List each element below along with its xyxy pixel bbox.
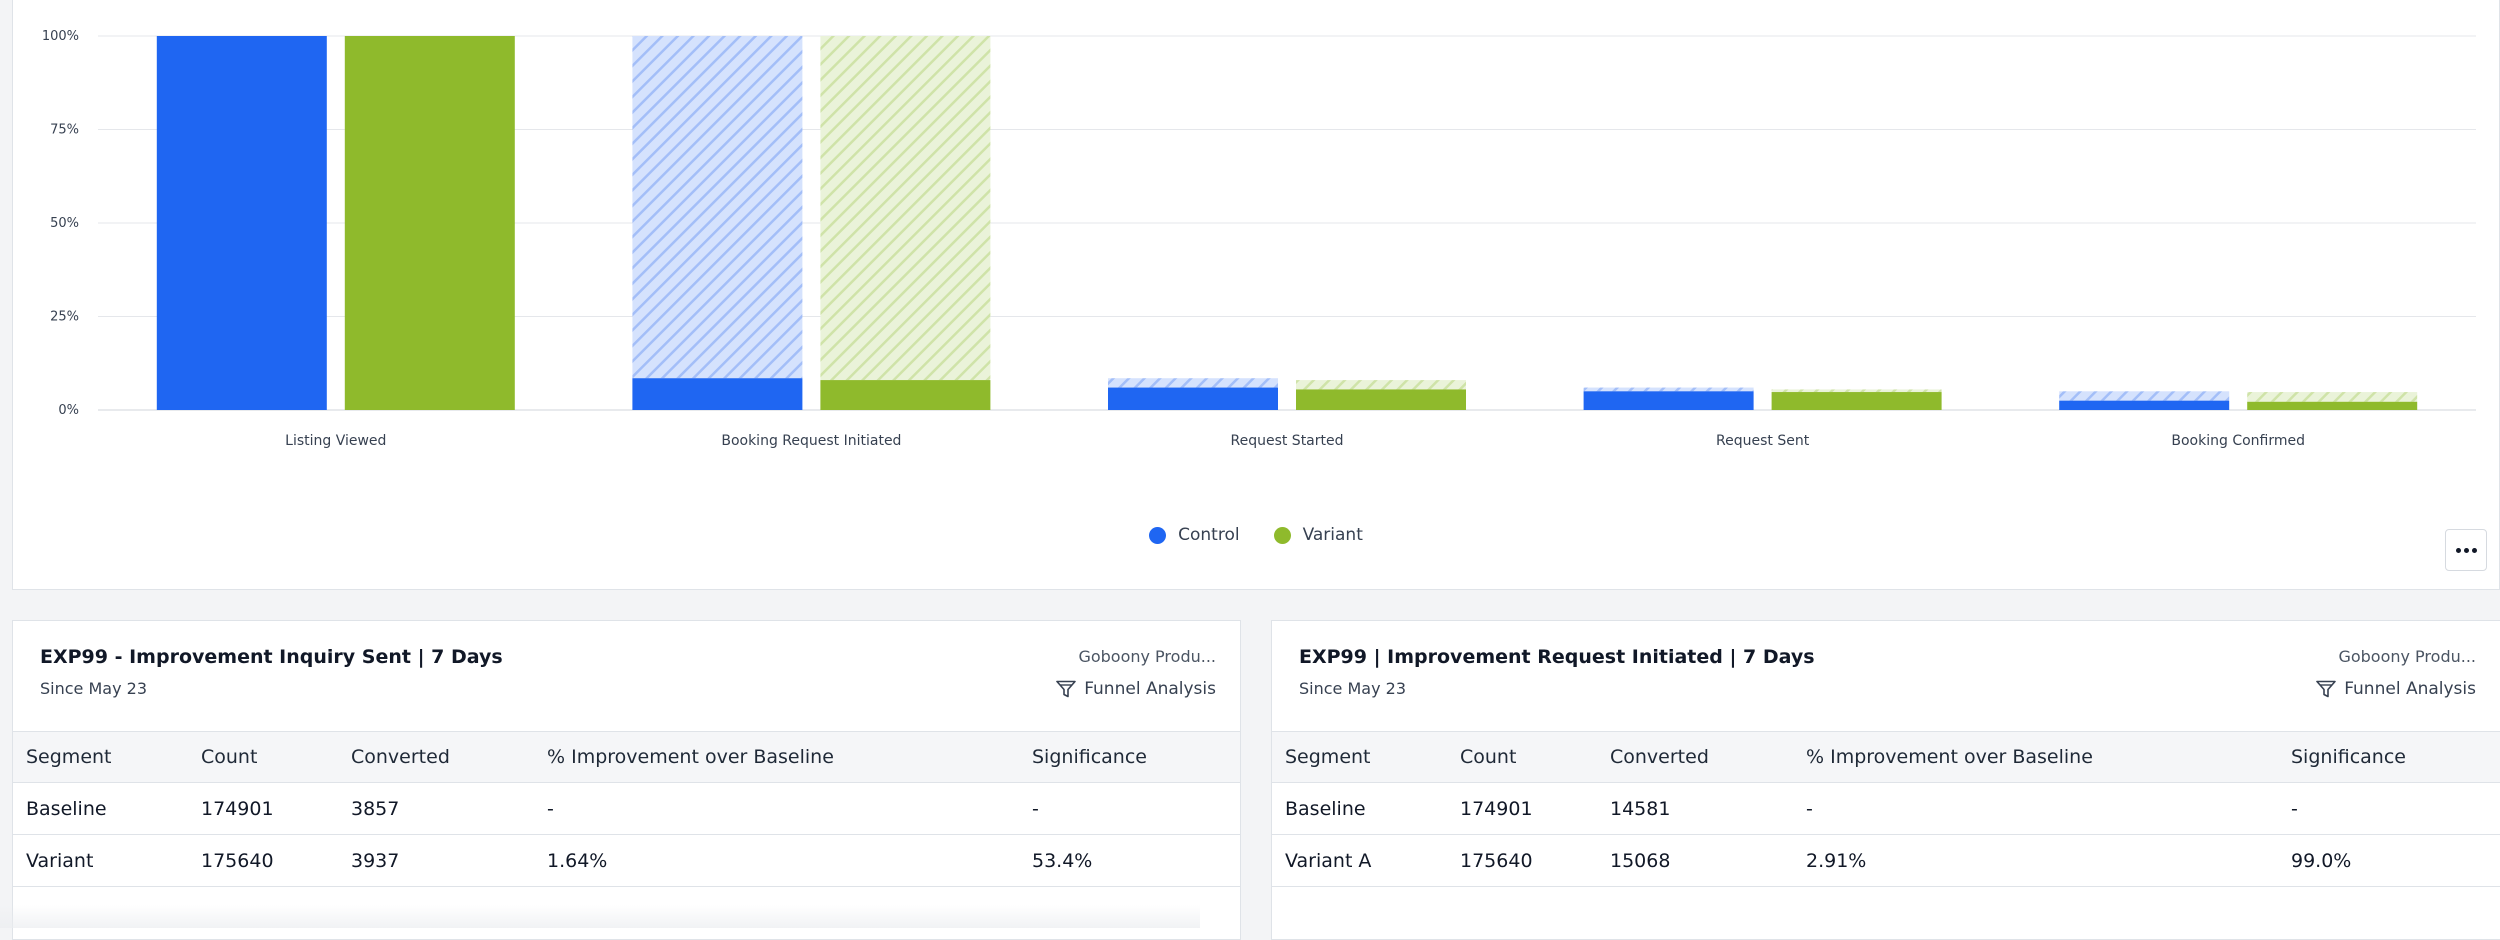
bar-control[interactable] bbox=[632, 378, 803, 410]
significance-cell: 99.0% bbox=[2278, 834, 2500, 887]
bar-variant[interactable] bbox=[344, 36, 515, 410]
improvement-cell: 2.91% bbox=[1793, 834, 2278, 887]
column-header: Segment bbox=[13, 731, 188, 783]
table-row: Variant A 175640 15068 2.91% 99.0% bbox=[1272, 834, 2500, 887]
dropoff-bar-control[interactable] bbox=[632, 36, 803, 379]
y-tick-label: 25% bbox=[50, 310, 79, 325]
improvement-cell: - bbox=[534, 782, 1019, 835]
bar-variant[interactable] bbox=[2247, 401, 2418, 410]
more-dot-icon bbox=[2455, 547, 2461, 553]
bar-variant[interactable] bbox=[820, 380, 991, 410]
more-dot-icon bbox=[2463, 547, 2469, 553]
legend-label-variant: Variant bbox=[1302, 525, 1363, 545]
dropoff-bar-variant[interactable] bbox=[820, 36, 991, 381]
y-tick-label: 100% bbox=[42, 29, 79, 44]
x-category-label: Booking Request Initiated bbox=[721, 433, 901, 449]
table-row: Baseline 174901 14581 - - bbox=[1272, 782, 2500, 835]
y-tick-label: 75% bbox=[50, 123, 79, 138]
card-title[interactable]: EXP99 - Improvement Inquiry Sent | 7 Day… bbox=[40, 646, 503, 668]
table-row: Baseline 174901 3857 - - bbox=[13, 782, 1240, 835]
segment-cell: Variant A bbox=[1272, 834, 1447, 887]
dropoff-bar-variant[interactable] bbox=[1771, 389, 1942, 393]
x-category-label: Booking Confirmed bbox=[2171, 433, 2305, 449]
chart-legend: Control Variant bbox=[13, 525, 2499, 545]
x-category-label: Listing Viewed bbox=[285, 433, 386, 449]
column-header: Segment bbox=[1272, 731, 1447, 783]
segment-cell: Baseline bbox=[1272, 782, 1447, 835]
legend-dot-variant bbox=[1273, 526, 1291, 544]
converted-cell: 3857 bbox=[338, 782, 534, 835]
card-subtitle: Since May 23 bbox=[1299, 679, 1406, 698]
converted-cell: 14581 bbox=[1597, 782, 1793, 835]
dropoff-bar-control[interactable] bbox=[2059, 391, 2230, 401]
column-header: Significance bbox=[1019, 731, 1240, 783]
improvement-cell: 1.64% bbox=[534, 834, 1019, 887]
count-cell: 175640 bbox=[188, 834, 338, 887]
dropoff-bar-variant[interactable] bbox=[2247, 392, 2418, 402]
column-header: Count bbox=[188, 731, 338, 783]
column-header: % Improvement over Baseline bbox=[1793, 731, 2278, 783]
column-header: Count bbox=[1447, 731, 1597, 783]
bar-control[interactable] bbox=[1583, 391, 1754, 410]
x-category-label: Request Started bbox=[1230, 433, 1343, 449]
experiment-card-inquiry-sent[interactable]: EXP99 - Improvement Inquiry Sent | 7 Day… bbox=[12, 620, 1241, 940]
card-project: Goboony Produ... bbox=[2338, 647, 2476, 666]
converted-cell: 15068 bbox=[1597, 834, 1793, 887]
dropoff-bar-variant[interactable] bbox=[1296, 380, 1466, 390]
bar-variant[interactable] bbox=[1771, 392, 1942, 410]
significance-cell: - bbox=[2278, 782, 2500, 835]
dropoff-bar-control[interactable] bbox=[1583, 387, 1754, 392]
card-type-label: Funnel Analysis bbox=[2344, 679, 2476, 699]
improvement-cell: - bbox=[1793, 782, 2278, 835]
table-row: Variant 175640 3937 1.64% 53.4% bbox=[13, 834, 1240, 887]
results-table: Segment Count Converted % Improvement ov… bbox=[1272, 731, 2500, 887]
column-header: Converted bbox=[1597, 731, 1793, 783]
legend-item-variant[interactable]: Variant bbox=[1273, 525, 1363, 545]
y-tick-label: 0% bbox=[58, 403, 79, 418]
legend-item-control[interactable]: Control bbox=[1149, 525, 1240, 545]
segment-cell: Baseline bbox=[13, 782, 188, 835]
funnel-chart-card: 100% 75% 50% 25% 0% Listing Viewed Booking Req… bbox=[12, 0, 2500, 590]
converted-cell: 3937 bbox=[338, 834, 534, 887]
experiment-card-request-initiated[interactable]: EXP99 | Improvement Request Initiated | … bbox=[1271, 620, 2500, 940]
card-project: Goboony Produ... bbox=[1078, 647, 1216, 666]
significance-cell: 53.4% bbox=[1019, 834, 1240, 887]
card-type: Funnel Analysis bbox=[1056, 679, 1216, 699]
bar-control[interactable] bbox=[1108, 387, 1278, 410]
count-cell: 175640 bbox=[1447, 834, 1597, 887]
card-subtitle: Since May 23 bbox=[40, 679, 147, 698]
funnel-chart: 100% 75% 50% 25% 0% Listing Viewed Booking Req… bbox=[42, 29, 2476, 449]
more-options-button[interactable] bbox=[2445, 529, 2487, 571]
column-header: Converted bbox=[338, 731, 534, 783]
funnel-icon bbox=[2316, 680, 2336, 698]
column-header: Significance bbox=[2278, 731, 2500, 783]
bar-variant[interactable] bbox=[1296, 389, 1466, 410]
card-title[interactable]: EXP99 | Improvement Request Initiated | … bbox=[1299, 646, 1815, 668]
x-category-label: Request Sent bbox=[1716, 433, 1810, 449]
table-header-row: Segment Count Converted % Improvement ov… bbox=[1272, 731, 2500, 783]
legend-dot-control bbox=[1149, 526, 1167, 544]
results-table: Segment Count Converted % Improvement ov… bbox=[13, 731, 1240, 887]
significance-cell: - bbox=[1019, 782, 1240, 835]
y-tick-label: 50% bbox=[50, 216, 79, 231]
dropoff-bar-control[interactable] bbox=[1108, 378, 1278, 388]
column-header: % Improvement over Baseline bbox=[534, 731, 1019, 783]
count-cell: 174901 bbox=[1447, 782, 1597, 835]
funnel-icon bbox=[1056, 680, 1076, 698]
more-dot-icon bbox=[2471, 547, 2477, 553]
bar-control[interactable] bbox=[2059, 400, 2230, 410]
table-header-row: Segment Count Converted % Improvement ov… bbox=[13, 731, 1240, 783]
count-cell: 174901 bbox=[188, 782, 338, 835]
bar-control[interactable] bbox=[156, 36, 327, 410]
card-type: Funnel Analysis bbox=[2316, 679, 2476, 699]
segment-cell: Variant bbox=[13, 834, 188, 887]
card-type-label: Funnel Analysis bbox=[1084, 679, 1216, 699]
legend-label-control: Control bbox=[1178, 525, 1240, 545]
